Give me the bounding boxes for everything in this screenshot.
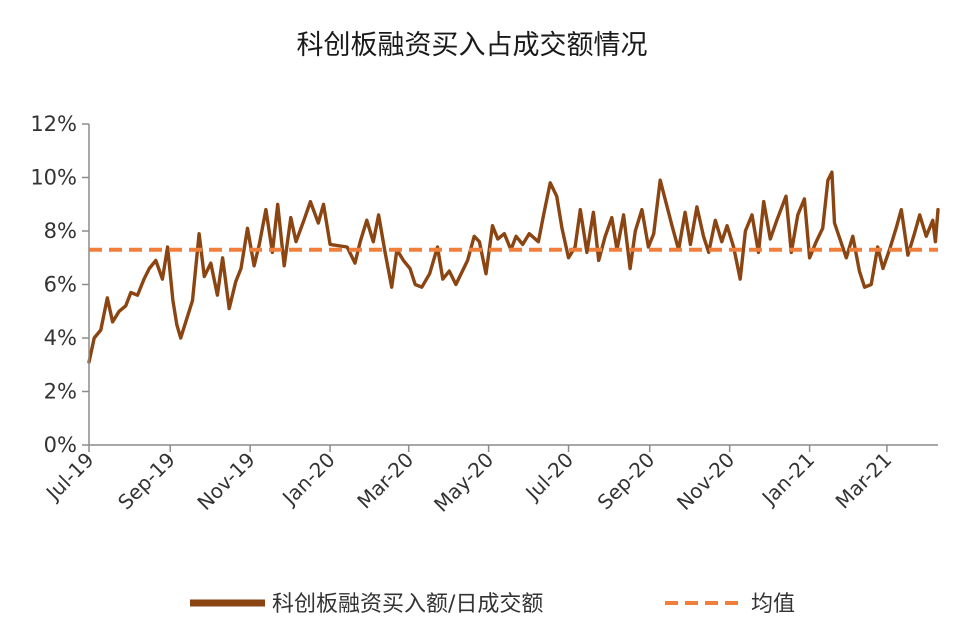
x-tick-label: Sep-19 [113, 448, 180, 515]
x-tick-label: Jan-21 [756, 448, 819, 511]
x-tick-label: May-20 [429, 448, 498, 517]
y-tick-label: 0% [44, 433, 77, 457]
series-line-ratio [87, 170, 940, 364]
y-tick-label: 12% [30, 112, 77, 136]
legend-label-mean: 均值 [751, 592, 795, 617]
plot-area [87, 170, 940, 364]
x-tick-label: Mar-21 [831, 448, 897, 514]
x-tick-label: Sep-20 [593, 448, 660, 515]
y-tick-label: 10% [30, 166, 77, 190]
chart-title: 科创板融资买入占成交额情况 [297, 30, 648, 61]
axes: 0%2%4%6%8%10%12%Jul-19 Sep-19 Nov-19 Jan-20… [30, 112, 938, 517]
y-tick-label: 6% [44, 273, 77, 297]
y-tick-label: 8% [44, 219, 77, 243]
x-tick-label: Nov-20 [672, 448, 739, 515]
legend: 科创板融资买入额/日成交额 均值 [190, 592, 795, 617]
y-tick-label: 4% [44, 326, 77, 350]
y-tick-label: 2% [44, 380, 77, 404]
x-tick-label: Mar-20 [352, 448, 418, 514]
x-tick-label: Jul-20 [520, 448, 579, 507]
legend-label-series-1: 科创板融资买入额/日成交额 [272, 592, 543, 617]
x-tick-label: Jan-20 [276, 448, 339, 511]
x-tick-label: Nov-19 [192, 448, 259, 515]
